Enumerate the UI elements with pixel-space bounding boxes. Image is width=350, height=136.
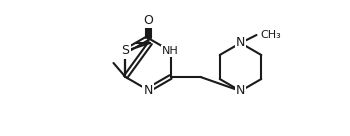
Text: O: O <box>143 13 153 27</box>
Text: N: N <box>236 84 245 98</box>
Text: NH: NH <box>162 46 179 56</box>
Text: N: N <box>143 84 153 97</box>
Text: S: S <box>121 44 130 58</box>
Text: N: N <box>236 36 245 50</box>
Text: CH₃: CH₃ <box>260 30 281 40</box>
